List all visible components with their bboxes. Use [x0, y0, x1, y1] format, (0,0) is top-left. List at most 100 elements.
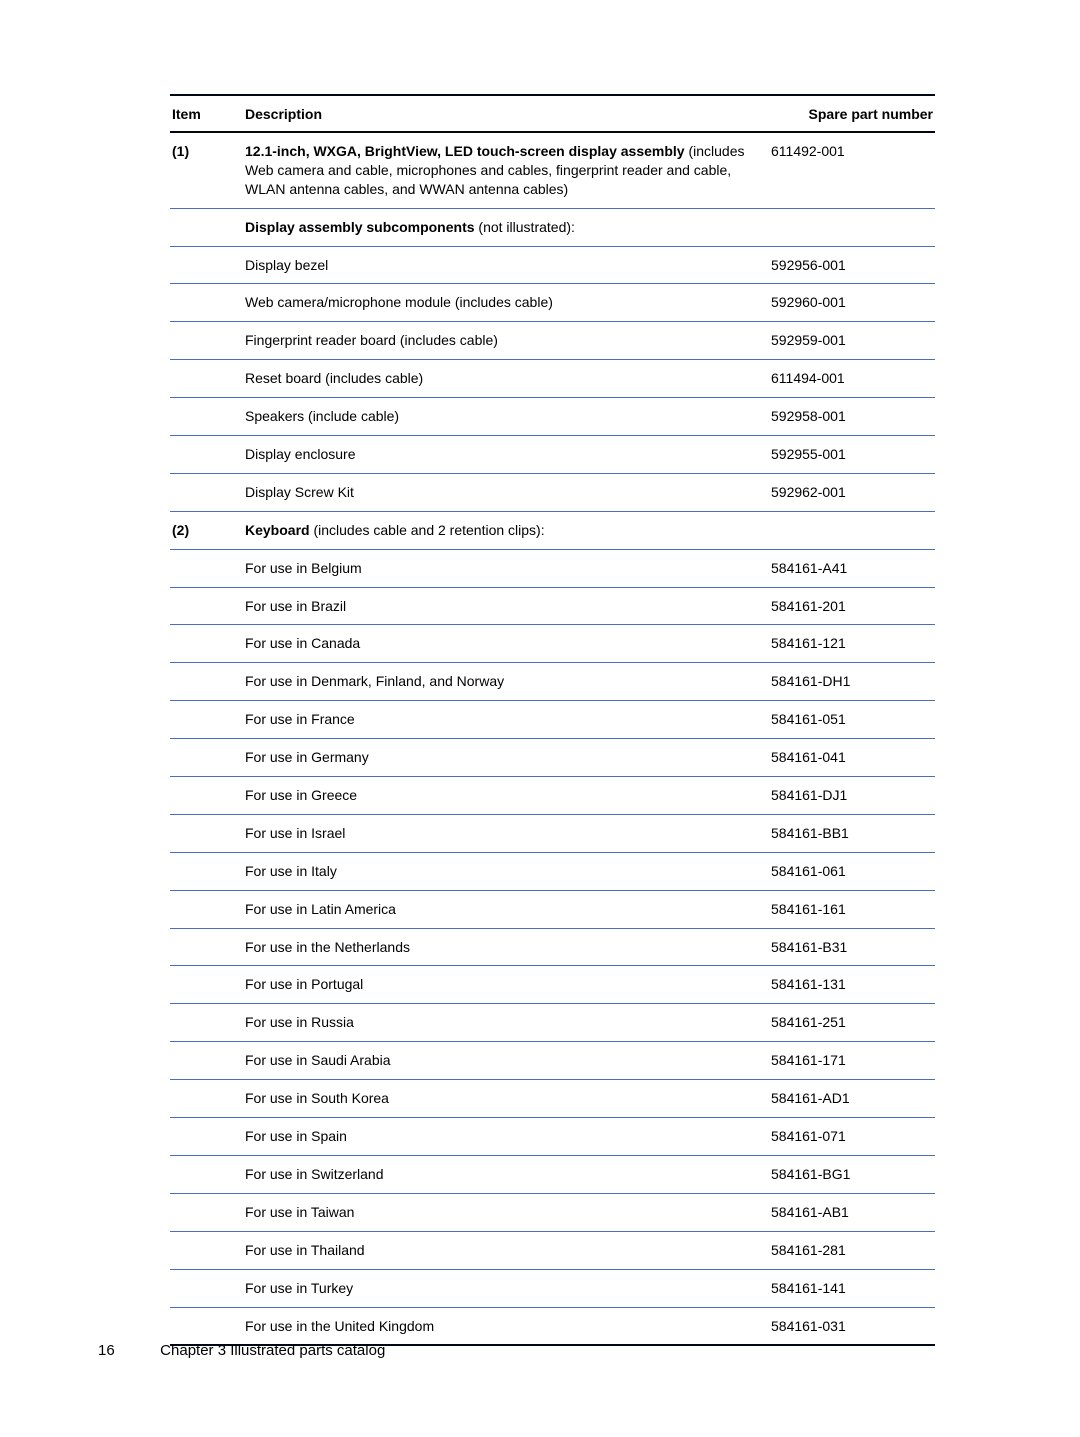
table-row: Display assembly subcomponents (not illu…: [170, 208, 935, 246]
cell-item: [170, 625, 243, 663]
cell-part-number: 592962-001: [765, 473, 935, 511]
table-header-row: Item Description Spare part number: [170, 95, 935, 132]
cell-item: [170, 1155, 243, 1193]
table-row: Display bezel592956-001: [170, 246, 935, 284]
cell-item: [170, 1004, 243, 1042]
cell-item: [170, 246, 243, 284]
cell-description: For use in Brazil: [243, 587, 765, 625]
cell-item: (2): [170, 511, 243, 549]
table-row: For use in Latin America584161-161: [170, 890, 935, 928]
cell-part-number: 592960-001: [765, 284, 935, 322]
cell-part-number: 584161-BG1: [765, 1155, 935, 1193]
cell-description: For use in the Netherlands: [243, 928, 765, 966]
table-row: For use in Brazil584161-201: [170, 587, 935, 625]
table-row: For use in Taiwan584161-AB1: [170, 1193, 935, 1231]
cell-part-number: 611494-001: [765, 360, 935, 398]
page-footer: 16 Chapter 3 Illustrated parts catalog: [98, 1342, 385, 1359]
cell-item: [170, 1080, 243, 1118]
cell-description: For use in Taiwan: [243, 1193, 765, 1231]
table-row: Reset board (includes cable)611494-001: [170, 360, 935, 398]
cell-description: For use in Latin America: [243, 890, 765, 928]
cell-item: [170, 739, 243, 777]
cell-part-number: 584161-AD1: [765, 1080, 935, 1118]
table-row: (2)Keyboard (includes cable and 2 retent…: [170, 511, 935, 549]
col-description: Description: [243, 95, 765, 132]
table-row: (1)12.1-inch, WXGA, BrightView, LED touc…: [170, 132, 935, 208]
cell-description: For use in Denmark, Finland, and Norway: [243, 663, 765, 701]
table-row: Fingerprint reader board (includes cable…: [170, 322, 935, 360]
table-row: For use in France584161-051: [170, 701, 935, 739]
table-row: For use in Israel584161-BB1: [170, 814, 935, 852]
page-number: 16: [98, 1342, 156, 1359]
cell-description: For use in France: [243, 701, 765, 739]
cell-item: [170, 398, 243, 436]
cell-part-number: 584161-121: [765, 625, 935, 663]
cell-item: [170, 322, 243, 360]
cell-item: [170, 208, 243, 246]
cell-part-number: 592959-001: [765, 322, 935, 360]
table-row: For use in the Netherlands584161-B31: [170, 928, 935, 966]
table-row: For use in the United Kingdom584161-031: [170, 1307, 935, 1345]
cell-description: For use in Israel: [243, 814, 765, 852]
cell-part-number: 584161-AB1: [765, 1193, 935, 1231]
table-row: Speakers (include cable)592958-001: [170, 398, 935, 436]
cell-description: For use in Russia: [243, 1004, 765, 1042]
cell-part-number: 584161-171: [765, 1042, 935, 1080]
cell-item: [170, 549, 243, 587]
cell-item: [170, 473, 243, 511]
cell-part-number: 584161-201: [765, 587, 935, 625]
cell-part-number: 584161-281: [765, 1231, 935, 1269]
cell-part-number: 592956-001: [765, 246, 935, 284]
cell-item: [170, 928, 243, 966]
cell-part-number: 584161-061: [765, 852, 935, 890]
table-row: For use in Thailand584161-281: [170, 1231, 935, 1269]
cell-part-number: 584161-BB1: [765, 814, 935, 852]
cell-description: For use in Italy: [243, 852, 765, 890]
cell-part-number: 584161-A41: [765, 549, 935, 587]
cell-part-number: 584161-041: [765, 739, 935, 777]
cell-part-number: 584161-B31: [765, 928, 935, 966]
table-row: Display enclosure592955-001: [170, 436, 935, 474]
col-part: Spare part number: [765, 95, 935, 132]
cell-description: For use in Switzerland: [243, 1155, 765, 1193]
cell-item: [170, 814, 243, 852]
cell-description: For use in Saudi Arabia: [243, 1042, 765, 1080]
cell-description: Keyboard (includes cable and 2 retention…: [243, 511, 765, 549]
cell-description: Reset board (includes cable): [243, 360, 765, 398]
table-row: For use in Belgium584161-A41: [170, 549, 935, 587]
table-row: Display Screw Kit592962-001: [170, 473, 935, 511]
cell-item: [170, 852, 243, 890]
cell-description: Display enclosure: [243, 436, 765, 474]
cell-part-number: 592955-001: [765, 436, 935, 474]
cell-description: Fingerprint reader board (includes cable…: [243, 322, 765, 360]
table-row: For use in Germany584161-041: [170, 739, 935, 777]
cell-description: For use in Portugal: [243, 966, 765, 1004]
cell-description: For use in Germany: [243, 739, 765, 777]
cell-description: Web camera/microphone module (includes c…: [243, 284, 765, 322]
cell-item: [170, 701, 243, 739]
cell-description: For use in Spain: [243, 1118, 765, 1156]
cell-description: For use in South Korea: [243, 1080, 765, 1118]
cell-part-number: [765, 511, 935, 549]
cell-part-number: 584161-141: [765, 1269, 935, 1307]
cell-item: [170, 1193, 243, 1231]
cell-part-number: 584161-161: [765, 890, 935, 928]
cell-description: For use in Turkey: [243, 1269, 765, 1307]
cell-item: [170, 777, 243, 815]
cell-part-number: 584161-251: [765, 1004, 935, 1042]
cell-description: Display bezel: [243, 246, 765, 284]
cell-item: [170, 1118, 243, 1156]
col-item: Item: [170, 95, 243, 132]
cell-item: [170, 360, 243, 398]
parts-table: Item Description Spare part number (1)12…: [170, 94, 935, 1346]
cell-part-number: 592958-001: [765, 398, 935, 436]
cell-item: [170, 587, 243, 625]
cell-description: 12.1-inch, WXGA, BrightView, LED touch-s…: [243, 132, 765, 208]
table-row: For use in Spain584161-071: [170, 1118, 935, 1156]
cell-description: Display assembly subcomponents (not illu…: [243, 208, 765, 246]
cell-item: [170, 1231, 243, 1269]
cell-part-number: 584161-DJ1: [765, 777, 935, 815]
cell-part-number: 584161-031: [765, 1307, 935, 1345]
cell-part-number: 611492-001: [765, 132, 935, 208]
cell-part-number: [765, 208, 935, 246]
